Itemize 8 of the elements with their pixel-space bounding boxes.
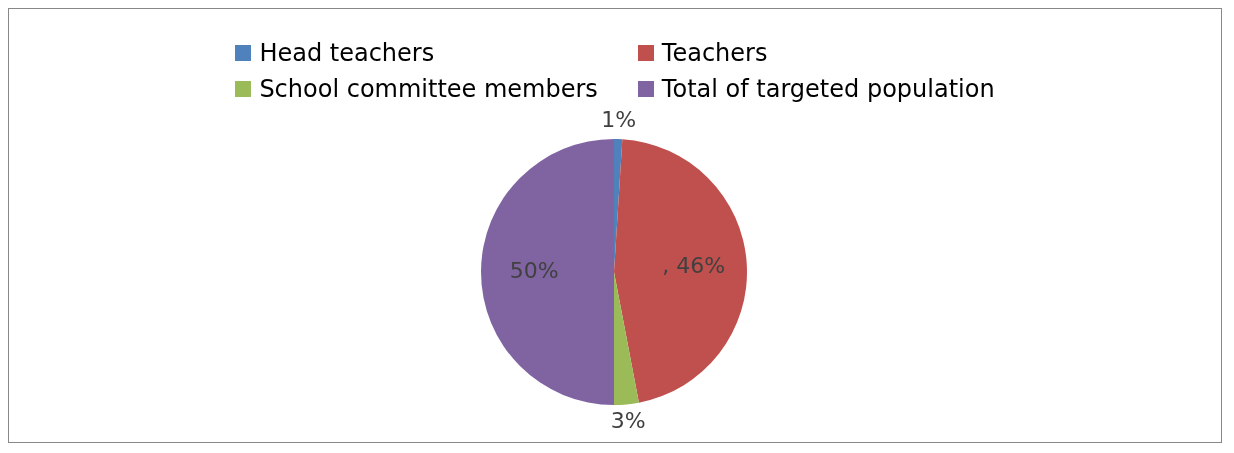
data-label: 50%	[509, 257, 559, 283]
legend-label: Total of targeted population	[661, 75, 995, 103]
data-label: 3%	[610, 408, 646, 434]
data-label: , 46%	[662, 252, 726, 278]
legend-label: Head teachers	[259, 39, 435, 67]
legend-label: School committee members	[259, 75, 598, 103]
data-label: 1%	[601, 106, 637, 132]
legend-label: Teachers	[661, 39, 768, 67]
